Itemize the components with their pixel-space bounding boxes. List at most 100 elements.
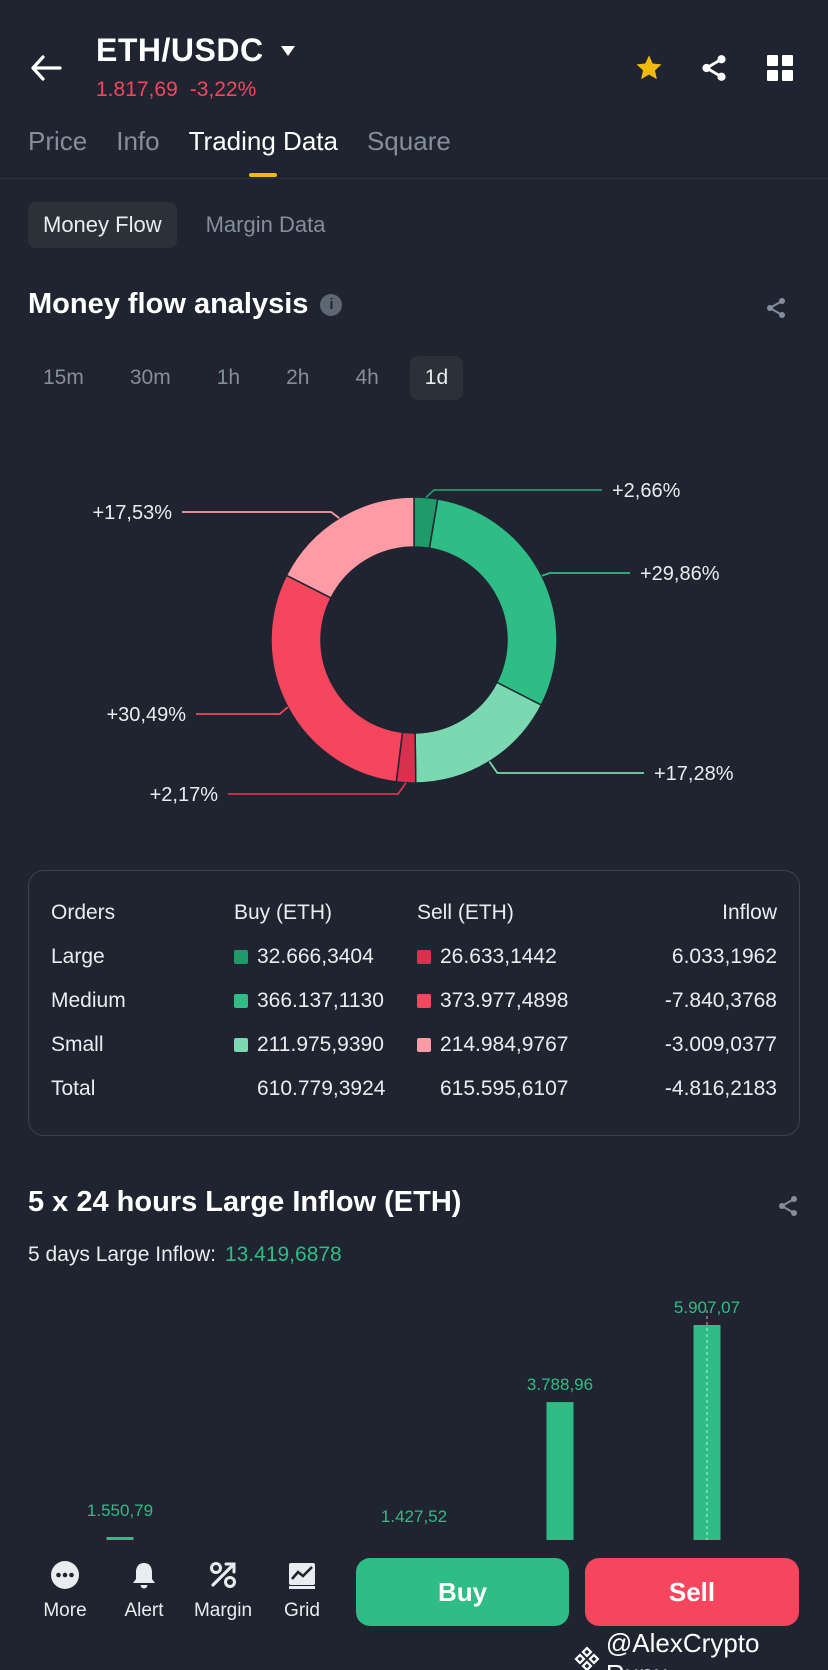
share-icon [779, 1196, 797, 1216]
header-buy: Buy (ETH) [234, 901, 333, 924]
tab-info[interactable]: Info [116, 126, 160, 156]
legend-swatch [234, 950, 248, 964]
timeframe-30m[interactable]: 30m [129, 366, 171, 389]
donut-slice [270, 574, 404, 783]
table-header-row: Orders Buy (ETH) Sell (ETH) Inflow [51, 901, 777, 945]
pair-title: ETH/USDC [96, 32, 264, 68]
orders-table: Orders Buy (ETH) Sell (ETH) Inflow Large… [51, 901, 777, 1121]
row-label: Small [51, 1033, 104, 1056]
buy-value: 211.975,9390 [257, 1033, 384, 1056]
watermark-text: @AlexCrypto Rupu [605, 1628, 760, 1670]
buy-cell: 32.666,3404 [234, 945, 374, 969]
margin-icon [206, 1558, 240, 1592]
sell-button[interactable]: Sell [585, 1558, 799, 1626]
inflow-bar [546, 1402, 574, 1540]
inflow-value: -7.840,3768 [664, 989, 777, 1012]
table-row: Medium 366.137,1130 373.977,4898 -7.840,… [51, 989, 777, 1033]
donut-leader-line [541, 572, 630, 577]
five-day-inflow-label: 5 days Large Inflow: [28, 1243, 216, 1266]
donut-slice [428, 498, 558, 707]
inflow-bar-label: 1.427,52 [381, 1507, 447, 1526]
money-flow-title: Money flow analysis i [28, 288, 343, 321]
donut-label: +17,53% [92, 502, 172, 524]
legend-swatch [234, 994, 248, 1008]
table-row: Total 610.779,3924 615.595,6107 -4.816,2… [51, 1077, 777, 1121]
table-row: Large 32.666,3404 26.633,1442 6.033,1962 [51, 945, 777, 989]
tab-trading-data[interactable]: Trading Data [189, 126, 338, 177]
sell-cell: 373.977,4898 [417, 989, 568, 1013]
alert-label: Alert [124, 1600, 164, 1621]
sell-value: 26.633,1442 [440, 945, 557, 968]
buy-value: 32.666,3404 [257, 945, 374, 968]
legend-swatch [417, 994, 431, 1008]
arrow-left-icon [31, 55, 62, 81]
inflow-value: -4.816,2183 [664, 1077, 777, 1100]
buy-cell: 366.137,1130 [234, 989, 384, 1013]
money-flow-share-button[interactable] [754, 286, 798, 330]
share-button[interactable] [692, 46, 736, 90]
timeframe-2h[interactable]: 2h [286, 366, 310, 389]
buy-cell: 610.779,3924 [234, 1077, 385, 1101]
grid-label: Grid [284, 1600, 320, 1621]
sell-cell: 26.633,1442 [417, 945, 557, 969]
legend-swatch [417, 950, 431, 964]
row-label: Medium [51, 989, 126, 1012]
legend-swatch [417, 1038, 431, 1052]
large-inflow-bar-chart: 1.550,79 1.427,52 3.788,96 5.907,07 [87, 1298, 740, 1540]
timeframe-4h[interactable]: 4h [355, 366, 379, 389]
info-icon[interactable]: i [320, 293, 343, 316]
pair-selector[interactable]: ETH/USDC [96, 32, 296, 69]
main-tabs: Price Info Trading Data Square [28, 126, 451, 177]
back-button[interactable] [26, 48, 66, 88]
legend-swatch-placeholder [234, 1082, 248, 1096]
five-day-inflow-value: 13.419,6878 [224, 1243, 342, 1266]
five-day-inflow: 5 days Large Inflow: 13.419,6878 [28, 1243, 342, 1267]
more-icon [48, 1558, 82, 1592]
legend-swatch-placeholder [417, 1082, 431, 1096]
caret-down-icon [280, 45, 295, 56]
sell-cell: 214.984,9767 [417, 1033, 568, 1057]
donut-label: +30,49% [106, 704, 186, 726]
donut-slice [414, 681, 543, 784]
inflow-bar [106, 1537, 134, 1540]
header-sell: Sell (ETH) [417, 901, 514, 924]
orders-table-card: Orders Buy (ETH) Sell (ETH) Inflow Large… [28, 870, 800, 1136]
buy-value: 366.137,1130 [257, 989, 384, 1012]
donut-leader-line [425, 489, 602, 499]
more-button[interactable]: More [28, 1558, 102, 1622]
buy-cell: 211.975,9390 [234, 1033, 384, 1057]
donut-label: +17,28% [654, 763, 734, 785]
watermark: @AlexCrypto Rupu [574, 1628, 828, 1670]
buy-button[interactable]: Buy [356, 1558, 569, 1626]
favorite-button[interactable] [627, 46, 671, 90]
timeframe-1h[interactable]: 1h [216, 366, 241, 389]
subtab-money-flow[interactable]: Money Flow [28, 202, 177, 248]
large-inflow-share-button[interactable] [766, 1184, 810, 1228]
margin-button[interactable]: Margin [186, 1558, 260, 1622]
donut-leader-line [488, 761, 644, 774]
table-row: Small 211.975,9390 214.984,9767 -3.009,0… [51, 1033, 777, 1077]
sell-value: 615.595,6107 [440, 1077, 569, 1100]
buy-value: 610.779,3924 [257, 1077, 386, 1100]
layout-button[interactable] [758, 46, 802, 90]
tab-price[interactable]: Price [28, 126, 88, 156]
timeframe-15m[interactable]: 15m [43, 366, 84, 389]
star-icon [636, 55, 662, 80]
money-flow-donut-chart: +2,66% +29,86% +17,28% +2,17% +30,49% +17,53% [92, 480, 734, 806]
alert-button[interactable]: Alert [107, 1558, 181, 1622]
grid-button[interactable]: Grid [265, 1558, 339, 1622]
inflow-value: -3.009,0377 [664, 1033, 777, 1056]
price-change: -3,22% [189, 78, 257, 101]
inflow-bar-label: 5.907,07 [674, 1298, 740, 1317]
legend-swatch [234, 1038, 248, 1052]
large-inflow-title: 5 x 24 hours Large Inflow (ETH) [28, 1186, 461, 1219]
timeframe-1d[interactable]: 1d [409, 356, 464, 400]
tab-square[interactable]: Square [366, 126, 451, 156]
inflow-bar-label: 3.788,96 [527, 1375, 593, 1394]
grid-icon [767, 55, 793, 81]
money-flow-title-text: Money flow analysis [28, 288, 309, 320]
subtab-margin-data[interactable]: Margin Data [205, 212, 326, 237]
donut-label: +2,17% [150, 784, 219, 806]
tabs-divider [0, 178, 828, 179]
price-line: 1.817,69 -3,22% [96, 78, 256, 102]
